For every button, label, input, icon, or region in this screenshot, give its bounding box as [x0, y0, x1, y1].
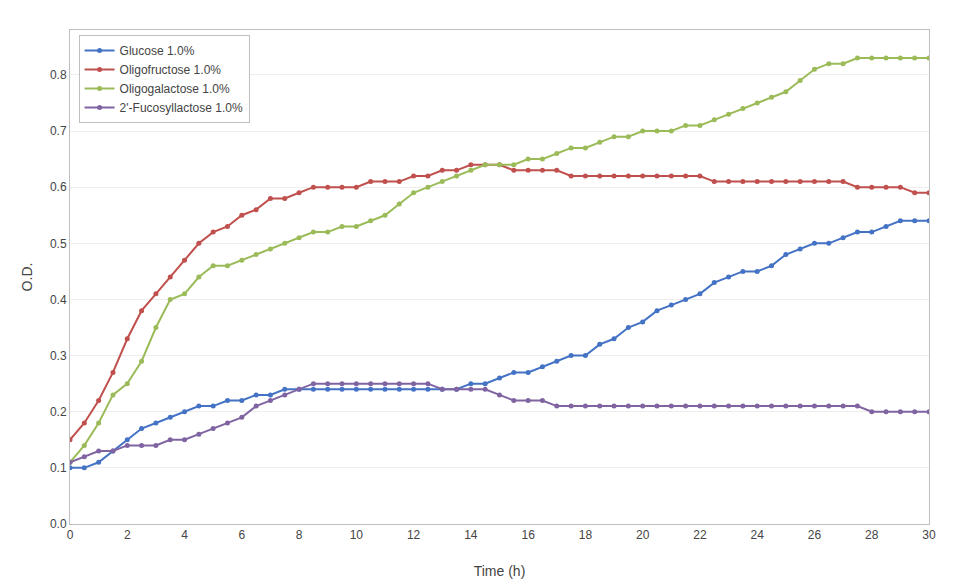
- svg-text:14: 14: [464, 528, 478, 542]
- svg-text:0: 0: [67, 528, 74, 542]
- svg-text:0.7: 0.7: [50, 124, 67, 138]
- svg-text:0.0: 0.0: [50, 517, 67, 531]
- svg-text:30: 30: [922, 528, 936, 542]
- svg-text:26: 26: [808, 528, 822, 542]
- svg-text:0.6: 0.6: [50, 180, 67, 194]
- svg-text:10: 10: [350, 528, 364, 542]
- svg-text:0.8: 0.8: [50, 68, 67, 82]
- svg-text:2'-Fucosyllactose 1.0%: 2'-Fucosyllactose 1.0%: [120, 101, 243, 115]
- svg-text:0.5: 0.5: [50, 237, 67, 251]
- svg-text:6: 6: [238, 528, 245, 542]
- svg-text:0.4: 0.4: [50, 293, 67, 307]
- svg-text:20: 20: [636, 528, 650, 542]
- svg-text:2: 2: [124, 528, 131, 542]
- svg-text:24: 24: [751, 528, 765, 542]
- svg-text:Oligofructose 1.0%: Oligofructose 1.0%: [120, 63, 222, 77]
- svg-text:4: 4: [181, 528, 188, 542]
- svg-text:O.D.: O.D.: [19, 263, 35, 292]
- svg-text:0.3: 0.3: [50, 349, 67, 363]
- svg-text:0.1: 0.1: [50, 461, 67, 475]
- svg-text:18: 18: [579, 528, 593, 542]
- svg-text:0.2: 0.2: [50, 405, 67, 419]
- svg-text:Glucose 1.0%: Glucose 1.0%: [120, 44, 195, 58]
- svg-text:22: 22: [693, 528, 707, 542]
- svg-text:Time (h): Time (h): [474, 563, 526, 579]
- svg-text:16: 16: [521, 528, 535, 542]
- svg-text:8: 8: [296, 528, 303, 542]
- svg-text:28: 28: [865, 528, 879, 542]
- svg-text:Oligogalactose 1.0%: Oligogalactose 1.0%: [120, 82, 230, 96]
- svg-text:12: 12: [407, 528, 421, 542]
